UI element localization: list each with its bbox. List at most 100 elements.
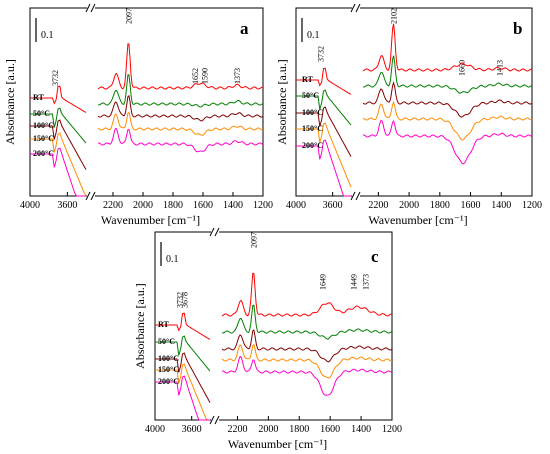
peak-label: 1449 — [350, 274, 359, 290]
x-tick-label: 1200 — [253, 200, 273, 211]
series-line-1 — [97, 74, 264, 108]
x-axis-title: Wavenumber [cm⁻¹] — [101, 213, 200, 227]
x-tick-label: 1800 — [430, 200, 450, 211]
series-label: 200°C — [158, 377, 179, 386]
series-line-3 — [362, 101, 532, 141]
chart-panel-a: 4000 3600 2200 2000 1800 1600 1400 1200 Wavenumb… — [3, 3, 273, 227]
series-label: RT — [158, 320, 169, 329]
panel-letter: a — [240, 19, 249, 38]
axis-break-mark — [214, 415, 220, 425]
series-line-2 — [362, 81, 533, 118]
x-tick-label: 1200 — [522, 200, 542, 211]
series-label: RT — [33, 93, 44, 102]
plot-frame — [29, 7, 264, 197]
series-label: 150°C — [33, 134, 54, 143]
series-line-0 — [30, 85, 87, 113]
series-line-2 — [97, 94, 264, 122]
y-axis-title: Absorbance [a.u.] — [275, 59, 289, 145]
scale-bar-label: 0.1 — [41, 30, 54, 41]
x-tick-label: 1800 — [163, 200, 183, 211]
x-tick-label: 1800 — [289, 424, 309, 435]
series-label: 150°C — [302, 124, 323, 133]
y-axis-title: Absorbance [a.u.] — [133, 283, 147, 369]
x-tick-label: 1400 — [491, 200, 511, 211]
x-tick-label: 1600 — [193, 200, 213, 211]
peak-label: 3732 — [317, 46, 326, 62]
series-label: 100°C — [302, 108, 323, 117]
axis-break-mark — [209, 227, 215, 237]
x-tick-label: 1600 — [461, 200, 481, 211]
x-tick-label: 1400 — [223, 200, 243, 211]
series-line-4 — [98, 127, 264, 153]
peak-label: 1373 — [233, 68, 242, 84]
axis-break-mark — [355, 3, 361, 13]
series-line-0 — [97, 43, 264, 90]
series-label: 100°C — [158, 354, 179, 363]
panel-letter: b — [513, 19, 522, 38]
x-tick-label: 1200 — [382, 424, 402, 435]
series-line-2 — [221, 329, 393, 363]
axis-break-mark — [355, 191, 361, 201]
panel-letter: c — [371, 247, 379, 266]
peak-label: 1590 — [201, 68, 210, 84]
peak-label: 2102 — [389, 8, 398, 24]
axis-break-mark — [90, 3, 96, 13]
series-line-3 — [221, 343, 392, 379]
x-axis-title: Wavenumber [cm⁻¹] — [368, 213, 467, 227]
peak-label: 1649 — [319, 274, 328, 290]
series-line-0 — [221, 272, 393, 317]
series-label: 50°C — [33, 109, 50, 118]
x-tick-label: 2000 — [399, 200, 419, 211]
series-line-1 — [362, 55, 533, 94]
axis-break-mark — [85, 3, 91, 13]
axis-break-gap — [87, 192, 95, 200]
series-line-1 — [155, 335, 211, 372]
series-label: 150°C — [158, 365, 179, 374]
scale-bar-label: 0.1 — [307, 30, 320, 41]
x-tick-label: 2200 — [227, 424, 247, 435]
x-tick-label: 2200 — [103, 200, 123, 211]
series-label: 200°C — [33, 149, 54, 158]
chart-panel-c: 4000 3600 2200 2000 1800 1600 1400 1200 Wavenumb… — [133, 227, 402, 451]
series-line-0 — [296, 67, 352, 95]
axis-break-mark — [209, 415, 215, 425]
series-label: 100°C — [33, 121, 54, 130]
series-line-0 — [362, 23, 533, 72]
peak-label: 2097 — [124, 8, 133, 24]
series-line-2 — [155, 352, 211, 403]
series-line-1 — [296, 89, 352, 126]
x-tick-label: 3600 — [323, 200, 343, 211]
axis-break-gap — [352, 4, 360, 12]
x-tick-label: 4000 — [286, 200, 306, 211]
scale-bar-label: 0.1 — [166, 254, 179, 265]
series-line-3 — [30, 132, 87, 197]
series-line-2 — [30, 119, 87, 170]
x-tick-label: 3600 — [182, 424, 202, 435]
peak-label: 1660 — [457, 60, 466, 76]
series-line-3 — [97, 111, 263, 136]
axis-break-mark — [90, 191, 96, 201]
x-tick-label: 2000 — [133, 200, 153, 211]
series-line-4 — [222, 355, 393, 396]
series-line-1 — [30, 107, 87, 144]
x-tick-label: 1400 — [351, 424, 371, 435]
axis-break-mark — [350, 191, 356, 201]
series-label: 50°C — [158, 337, 175, 346]
axis-break-gap — [352, 192, 360, 200]
series-line-4 — [363, 119, 533, 165]
series-label: RT — [302, 75, 313, 84]
axis-break-mark — [85, 191, 91, 201]
x-tick-label: 2000 — [258, 424, 278, 435]
x-tick-label: 2200 — [368, 200, 388, 211]
peak-label: 1652 — [191, 68, 200, 84]
series-line-4 — [296, 139, 351, 197]
peak-label: 2097 — [249, 232, 258, 248]
peak-label: 3732 — [51, 70, 60, 86]
chart-panel-b: 4000 3600 2200 2000 1800 1600 1400 1200 Wavenumb… — [275, 3, 542, 227]
series-line-3 — [296, 122, 352, 188]
plot-frame — [295, 7, 533, 197]
axis-break-mark — [214, 227, 220, 237]
peak-label: 1373 — [361, 274, 370, 290]
x-tick-label: 4000 — [20, 200, 40, 211]
